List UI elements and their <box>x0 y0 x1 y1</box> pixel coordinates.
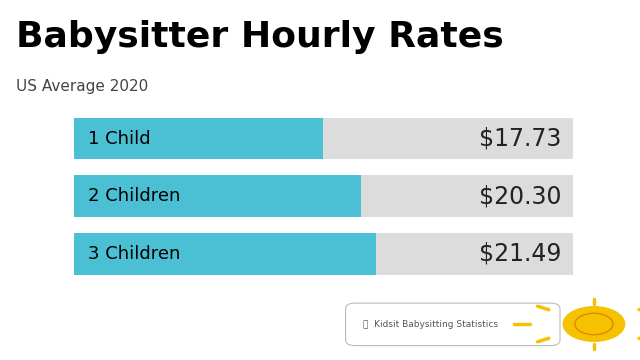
Text: US Average 2020: US Average 2020 <box>16 79 148 94</box>
FancyBboxPatch shape <box>74 233 573 274</box>
Text: $17.73: $17.73 <box>479 127 561 150</box>
Text: 2 Children: 2 Children <box>88 187 180 205</box>
FancyBboxPatch shape <box>74 233 376 274</box>
Text: $21.49: $21.49 <box>479 242 561 266</box>
FancyBboxPatch shape <box>346 303 560 346</box>
FancyBboxPatch shape <box>74 118 573 159</box>
Text: $20.30: $20.30 <box>479 184 561 208</box>
Text: 🔍  Kidsit Babysitting Statistics: 🔍 Kidsit Babysitting Statistics <box>363 320 498 329</box>
FancyBboxPatch shape <box>74 175 573 217</box>
Text: 3 Children: 3 Children <box>88 245 180 263</box>
Text: 1 Child: 1 Child <box>88 130 150 148</box>
Text: Babysitter Hourly Rates: Babysitter Hourly Rates <box>16 20 504 54</box>
FancyBboxPatch shape <box>74 175 361 217</box>
Circle shape <box>563 307 625 341</box>
FancyBboxPatch shape <box>74 118 323 159</box>
